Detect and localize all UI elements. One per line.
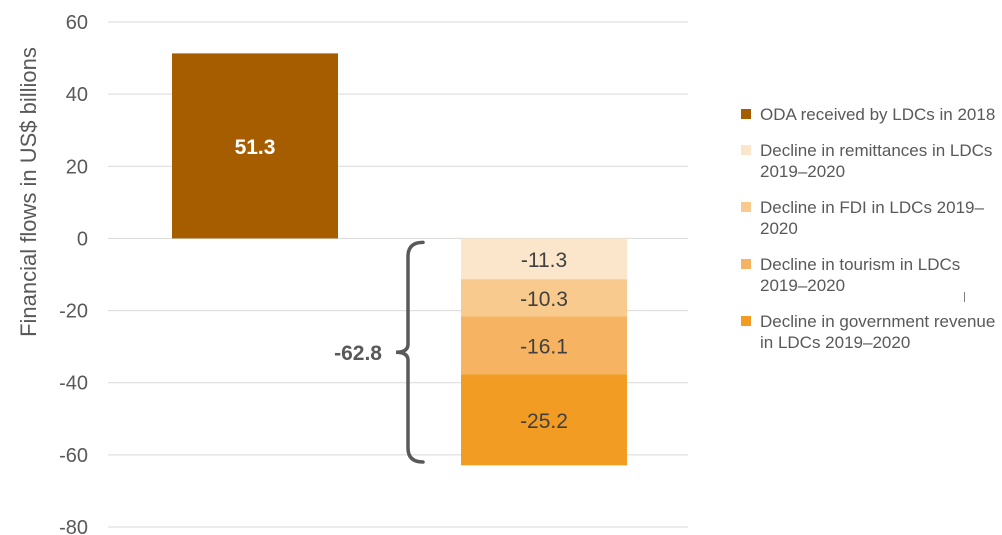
legend-swatch: [741, 259, 751, 269]
y-tick-label: 40: [66, 84, 88, 106]
legend: ODA received by LDCs in 2018 Decline in r…: [740, 104, 1002, 368]
legend-label: Decline in remittances in LDCs 2019–2020: [760, 141, 993, 181]
bar-segment: [461, 238, 627, 280]
legend-label: ODA received by LDCs in 2018: [760, 105, 996, 124]
legend-item: Decline in FDI in LDCs 2019–2020: [740, 197, 1002, 239]
legend-item: Decline in tourism in LDCs 2019–2020: [740, 254, 1002, 296]
data-label: -10.3: [520, 288, 568, 311]
legend-item: ODA received by LDCs in 2018: [740, 104, 1002, 125]
total-brace: -62.8: [334, 240, 425, 464]
data-label: 51.3: [235, 136, 276, 159]
legend-item: Decline in government revenue in LDCs 20…: [740, 311, 1002, 353]
y-tick-label: -40: [59, 373, 88, 395]
legend-item: Decline in remittances in LDCs 2019–2020: [740, 140, 1002, 182]
legend-swatch: [741, 202, 751, 212]
bar-labels: 51.3 -11.3 -10.3 -16.1 -25.2: [235, 136, 568, 433]
legend-label: Decline in FDI in LDCs 2019–2020: [760, 198, 984, 238]
y-axis-label: Financial flows in US$ billions: [16, 47, 41, 337]
bar-segment: [172, 53, 338, 239]
y-axis-ticks: 60 40 20 0 -20 -40 -60 -80: [59, 12, 88, 535]
data-label: -16.1: [520, 335, 568, 358]
y-tick-label: 0: [77, 228, 88, 250]
data-label: -25.2: [520, 410, 568, 433]
bar-segment: [461, 316, 627, 375]
bar-segment: [461, 374, 627, 466]
bar-segment: [461, 279, 627, 317]
legend-swatch: [741, 109, 751, 119]
legend-swatch: [741, 316, 751, 326]
y-tick-label: -80: [59, 517, 88, 535]
legend-swatch: [741, 145, 751, 155]
brace-path: [395, 240, 425, 464]
y-tick-label: 60: [66, 12, 88, 34]
stray-mark: [964, 292, 965, 302]
y-tick-label: -60: [59, 445, 88, 467]
data-label: -11.3: [521, 249, 567, 272]
legend-label: Decline in government revenue in LDCs 20…: [760, 312, 996, 352]
bars: [172, 53, 627, 466]
total-decline-label: -62.8: [334, 342, 382, 365]
chart: 60 40 20 0 -20 -40 -60 -80 Financial flows in U…: [16, 12, 688, 535]
y-tick-label: -20: [59, 301, 88, 323]
legend-label: Decline in tourism in LDCs 2019–2020: [760, 255, 961, 295]
y-tick-label: 20: [66, 156, 88, 178]
